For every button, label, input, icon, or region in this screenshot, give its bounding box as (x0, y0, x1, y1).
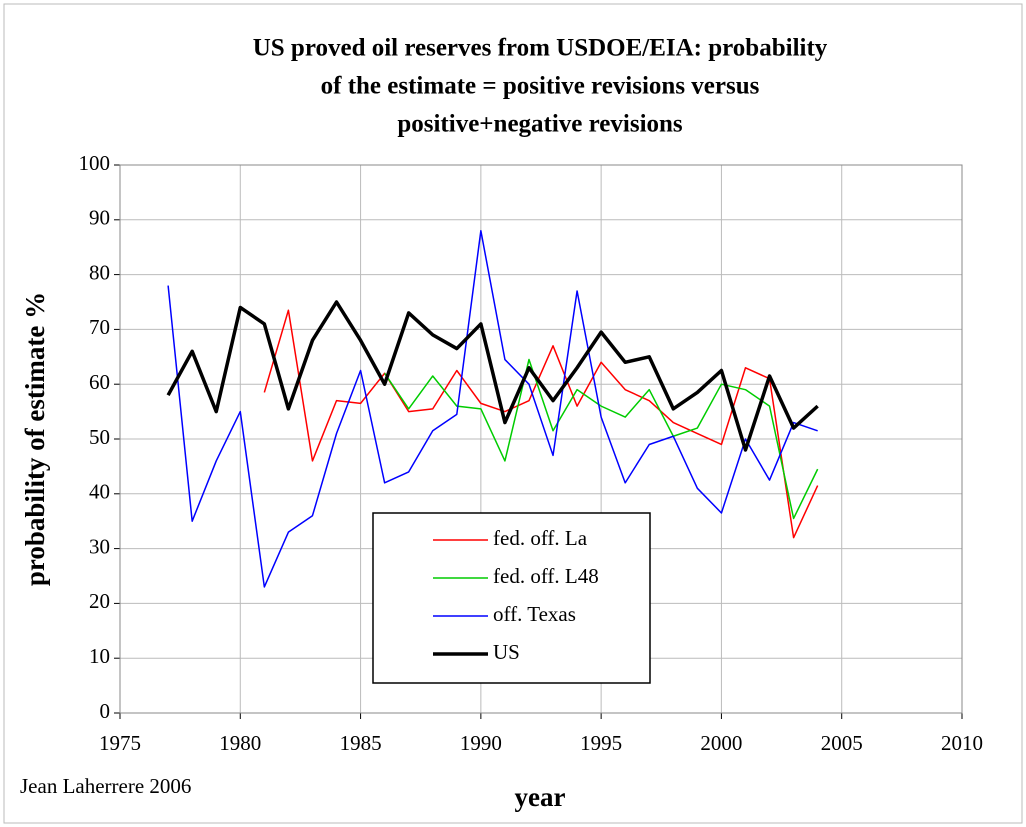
x-tick-label: 1990 (460, 731, 502, 755)
x-tick-label: 1985 (340, 731, 382, 755)
frame (3, 3, 1023, 824)
y-tick-label: 60 (89, 370, 110, 394)
legend-label: fed. off. L48 (493, 564, 599, 588)
line-series (384, 358, 819, 520)
y-tick-label: 70 (89, 315, 110, 339)
line-series (263, 309, 819, 539)
y-tick-label: 40 (89, 480, 110, 504)
y-tick-label: 10 (89, 644, 110, 668)
y-axis-label: probability of estimate % (20, 292, 50, 586)
x-tick-label: 2000 (700, 731, 742, 755)
line-series (166, 300, 819, 452)
x-tick-label: 2005 (821, 731, 863, 755)
legend-label: fed. off. La (493, 526, 588, 550)
legend-box (372, 512, 651, 684)
x-tick-label: 2010 (941, 731, 983, 755)
y-tick-label: 90 (89, 206, 110, 230)
y-tick-label: 50 (89, 425, 110, 449)
line-series (167, 230, 818, 588)
x-axis-label: year (515, 782, 566, 812)
y-tick-label: 20 (89, 589, 110, 613)
chart-title: US proved oil reserves from USDOE/EIA: p… (253, 35, 828, 62)
plot-border (119, 164, 963, 714)
legend-label: off. Texas (493, 602, 576, 626)
legend-label: US (493, 640, 520, 664)
x-tick-label: 1975 (99, 731, 141, 755)
chart-title: positive+negative revisions (397, 111, 683, 138)
x-tick-label: 1995 (580, 731, 622, 755)
annotation: Jean Laherrere 2006 (20, 774, 191, 798)
chart-title: of the estimate = positive revisions ver… (321, 73, 760, 100)
y-tick-label: 0 (100, 699, 111, 723)
y-tick-label: 30 (89, 534, 110, 558)
x-tick-label: 1980 (219, 731, 261, 755)
y-tick-label: 80 (89, 260, 110, 284)
y-tick-label: 100 (79, 151, 111, 175)
